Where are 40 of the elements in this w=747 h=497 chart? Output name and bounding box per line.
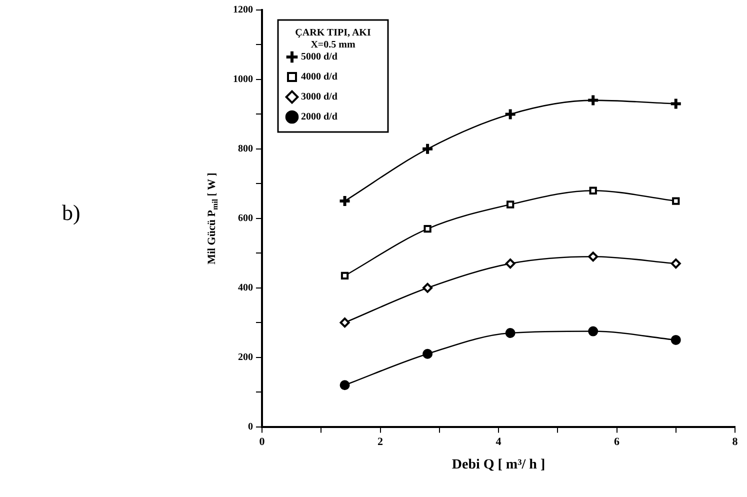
point	[505, 258, 516, 269]
point	[340, 380, 350, 390]
x-tick-label: 2	[378, 436, 384, 448]
point	[338, 194, 352, 208]
legend-label: 3000 d/d	[301, 92, 338, 103]
point	[506, 200, 514, 208]
x-tick-label: 4	[496, 436, 502, 448]
point	[421, 142, 434, 156]
point	[588, 326, 598, 336]
x-tick-label: 6	[614, 436, 620, 448]
point	[588, 252, 598, 262]
point	[670, 258, 681, 269]
text: b)	[62, 200, 80, 225]
y-tick-label: 1000	[233, 74, 253, 86]
x-tick-label: 8	[732, 436, 738, 448]
point	[505, 328, 516, 338]
y-tick-label: 200	[238, 352, 253, 363]
y-tick-label: 400	[238, 282, 253, 294]
x-tick-label: 0	[259, 436, 266, 448]
point	[504, 108, 517, 121]
legend-label: 2000 d/d	[301, 112, 338, 123]
legend-title: ÇARK TIPI, AKI X=0.5 mm	[295, 28, 371, 51]
point	[586, 94, 600, 107]
point	[340, 318, 350, 328]
x-axis-title: Debi Q [ m³/ h ]	[452, 457, 546, 472]
point	[424, 224, 432, 233]
point	[340, 272, 349, 280]
legend-label: 5000 d/d	[301, 52, 338, 63]
point	[589, 186, 597, 194]
y-tick-label: 600	[238, 212, 253, 224]
legend-label: 4000 d/d	[301, 72, 338, 83]
point	[672, 197, 680, 205]
point	[669, 97, 682, 110]
point	[422, 282, 433, 293]
point	[422, 348, 433, 359]
y-axis-title: Mil Gücü Pmil [ W ]	[206, 172, 220, 264]
y-tick-label: 800	[238, 144, 253, 155]
point	[670, 334, 681, 345]
y-tick-label: 0	[248, 421, 253, 432]
y-tick-label: 1200	[233, 4, 253, 16]
